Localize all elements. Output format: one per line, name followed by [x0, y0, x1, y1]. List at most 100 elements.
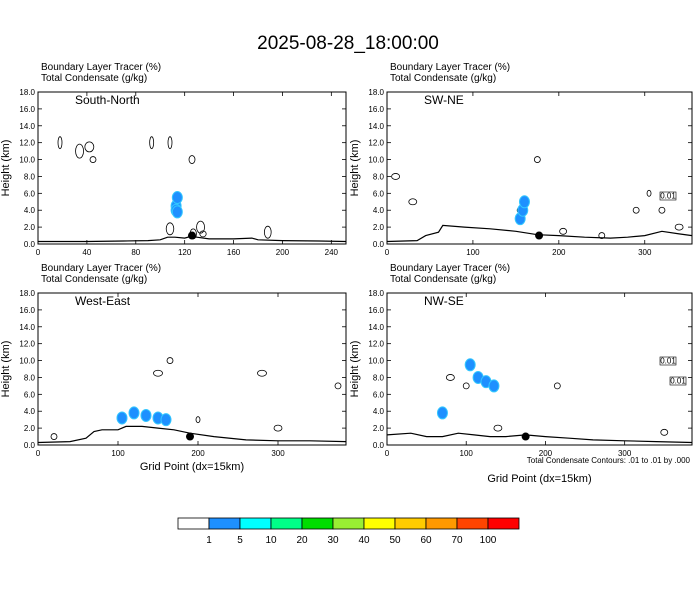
- x-tick-label: 300: [271, 449, 285, 458]
- y-tick-label: 2.0: [24, 424, 36, 433]
- y-tick-label: 6.0: [373, 390, 385, 399]
- y-axis-label: Height (km): [0, 140, 12, 197]
- y-tick-label: 10.0: [368, 156, 384, 165]
- condensate-contour: [257, 369, 267, 377]
- condensate-contour: [166, 357, 174, 364]
- y-tick-label: 12.0: [368, 340, 384, 349]
- x-tick-label: 200: [539, 449, 553, 458]
- condensate-contour: [195, 416, 201, 424]
- panel-header-tracer: Boundary Layer Tracer (%): [41, 62, 161, 73]
- y-tick-label: 14.0: [368, 323, 384, 332]
- y-tick-label: 8.0: [373, 373, 385, 382]
- y-axis-label: Height (km): [349, 140, 361, 197]
- x-tick-label: 0: [36, 449, 41, 458]
- y-tick-label: 6.0: [24, 189, 36, 198]
- x-tick-label: 0: [36, 248, 41, 257]
- panel-title: South-North: [75, 93, 140, 107]
- condensate-contour: [553, 382, 561, 390]
- condensate-contour: [50, 433, 58, 440]
- condensate-contour: [660, 428, 669, 436]
- x-tick-label: 100: [460, 449, 474, 458]
- y-tick-label: 4.0: [373, 407, 385, 416]
- y-tick-label: 8.0: [24, 172, 36, 181]
- condensate-contour: [75, 143, 84, 159]
- colorbar-label: 10: [265, 535, 277, 546]
- y-tick-label: 12.0: [19, 340, 35, 349]
- y-tick-label: 12.0: [368, 139, 384, 148]
- panel-2: Boundary Layer Tracer (%)Total Condensat…: [349, 62, 693, 257]
- y-tick-label: 6.0: [373, 189, 385, 198]
- condensate-contour: [263, 225, 272, 239]
- tracer-blob: [116, 411, 128, 425]
- x-tick-label: 0: [385, 248, 390, 257]
- colorbar-label: 50: [389, 535, 401, 546]
- colorbar-label: 100: [480, 535, 497, 546]
- condensate-contour: [674, 223, 684, 231]
- condensate-contour: [153, 369, 163, 377]
- y-tick-label: 4.0: [24, 407, 36, 416]
- condensate-contour: [196, 220, 205, 234]
- y-tick-label: 2.0: [24, 223, 36, 232]
- y-tick-label: 14.0: [19, 122, 35, 131]
- tracer-blob: [140, 408, 152, 422]
- x-tick-label: 80: [131, 248, 140, 257]
- colorbar-swatch: [332, 517, 365, 530]
- panel-3: Boundary Layer Tracer (%)Total Condensat…: [0, 263, 347, 473]
- panel-title: West-East: [75, 294, 131, 308]
- panel-header-condensate: Total Condensate (g/kg): [41, 274, 147, 285]
- condensate-contour: [84, 141, 95, 153]
- location-marker: [521, 432, 530, 441]
- terrain-line: [37, 425, 347, 444]
- location-marker: [535, 231, 544, 240]
- contour-label: 0.01: [660, 192, 676, 201]
- contour-label-box: [669, 376, 687, 386]
- colorbar-swatch: [177, 517, 210, 530]
- x-tick-label: 300: [618, 449, 632, 458]
- colorbar-swatch: [456, 517, 489, 530]
- tracer-blob: [436, 406, 448, 420]
- y-tick-label: 18.0: [368, 88, 384, 97]
- y-tick-label: 18.0: [368, 289, 384, 298]
- condensate-contour: [493, 424, 503, 432]
- panel-header-condensate: Total Condensate (g/kg): [390, 73, 496, 84]
- tracer-blob: [518, 195, 530, 209]
- y-tick-label: 0.0: [24, 441, 36, 450]
- colorbar-label: 5: [237, 535, 243, 546]
- colorbar-swatch: [425, 517, 458, 530]
- condensate-contour: [462, 382, 470, 390]
- colorbar-swatch: [363, 517, 396, 530]
- tracer-blob: [488, 379, 500, 393]
- tracer-blob: [160, 413, 172, 427]
- y-tick-label: 14.0: [368, 122, 384, 131]
- x-tick-label: 0: [385, 449, 390, 458]
- y-axis-label: Height (km): [0, 341, 12, 398]
- y-tick-label: 2.0: [373, 424, 385, 433]
- condensate-contour: [598, 232, 606, 239]
- x-tick-label: 200: [276, 248, 290, 257]
- condensate-contour: [646, 189, 652, 197]
- condensate-contour: [89, 156, 97, 163]
- condensate-contour: [408, 198, 418, 206]
- y-tick-label: 0.0: [373, 441, 385, 450]
- y-tick-label: 16.0: [368, 105, 384, 114]
- plot-frame: [37, 91, 347, 245]
- tracer-blob: [171, 205, 183, 219]
- y-tick-label: 8.0: [24, 373, 36, 382]
- plot-frame: [37, 292, 347, 446]
- panel-header-condensate: Total Condensate (g/kg): [390, 274, 496, 285]
- x-tick-label: 100: [466, 248, 480, 257]
- colorbar-swatch: [208, 517, 241, 530]
- y-tick-label: 4.0: [24, 206, 36, 215]
- y-tick-label: 16.0: [368, 306, 384, 315]
- condensate-contour: [273, 424, 283, 432]
- y-tick-label: 2.0: [373, 223, 385, 232]
- colorbar-swatch: [301, 517, 334, 530]
- y-tick-label: 16.0: [19, 105, 35, 114]
- condensate-contour: [165, 222, 175, 236]
- condensate-contour: [334, 382, 342, 390]
- location-marker: [188, 231, 196, 240]
- condensate-contour: [658, 206, 666, 214]
- x-axis-label: Grid Point (dx=15km): [487, 473, 591, 485]
- x-tick-label: 120: [178, 248, 192, 257]
